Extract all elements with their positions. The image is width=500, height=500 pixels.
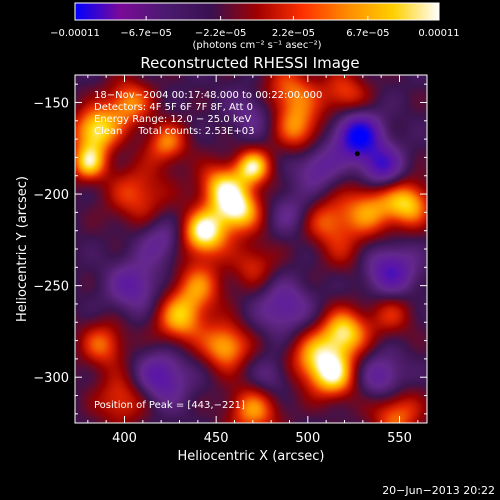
colorbar xyxy=(74,2,440,21)
x-axis-label: Heliocentric X (arcsec) xyxy=(178,449,325,464)
colorbar-tick-label: 2.2e−05 xyxy=(272,28,315,39)
heatmap-container xyxy=(75,75,427,423)
peak-position-label: Position of Peak = [443,−221] xyxy=(94,400,245,411)
heatmap-image xyxy=(75,75,427,423)
x-tick-label: 400 xyxy=(112,431,137,446)
x-tick-label: 450 xyxy=(204,431,229,446)
y-tick-label: −150 xyxy=(33,96,69,111)
colorbar-tick-label: 0.00011 xyxy=(418,28,459,39)
colorbar-tick-label: −2.2e−05 xyxy=(195,28,247,39)
y-tick-label: −200 xyxy=(33,188,69,203)
colorbar-unit-label: (photons cm⁻² s⁻¹ asec⁻²) xyxy=(192,40,321,51)
annotation-time-range: 18−Nov−2004 00:17:48.000 to 00:22:00.000 xyxy=(94,90,322,101)
colorbar-tick-label: 6.7e−05 xyxy=(346,28,389,39)
colorbar-ticks: −0.00011 −6.7e−05 −2.2e−05 2.2e−05 6.7e−05 0.… xyxy=(50,16,460,39)
peak-marker xyxy=(354,151,360,157)
y-tick-label: −250 xyxy=(33,280,69,295)
axis-ticks: 400 450 500 550 −150 −200 −250 −300 xyxy=(33,75,427,446)
annotation-block: 18−Nov−2004 00:17:48.000 to 00:22:00.000… xyxy=(94,90,322,137)
colorbar-tick-label: −6.7e−05 xyxy=(120,28,172,39)
x-tick-label: 500 xyxy=(295,431,320,446)
footer-date: 20−Jun−2013 20:22 xyxy=(382,484,495,497)
annotation-energy-range: Energy Range: 12.0 − 25.0 keV xyxy=(94,114,251,125)
colorbar-tick-label: −0.00011 xyxy=(50,28,100,39)
annotation-total-counts: Clean Total counts: 2.53E+03 xyxy=(94,126,254,137)
chart-title: Reconstructed RHESSI Image xyxy=(140,54,359,72)
y-axis-label: Heliocentric Y (arcsec) xyxy=(15,176,30,322)
x-tick-label: 550 xyxy=(387,431,412,446)
annotation-detectors: Detectors: 4F 5F 6F 7F 8F, Att 0 xyxy=(94,102,253,113)
y-tick-label: −300 xyxy=(33,371,69,386)
